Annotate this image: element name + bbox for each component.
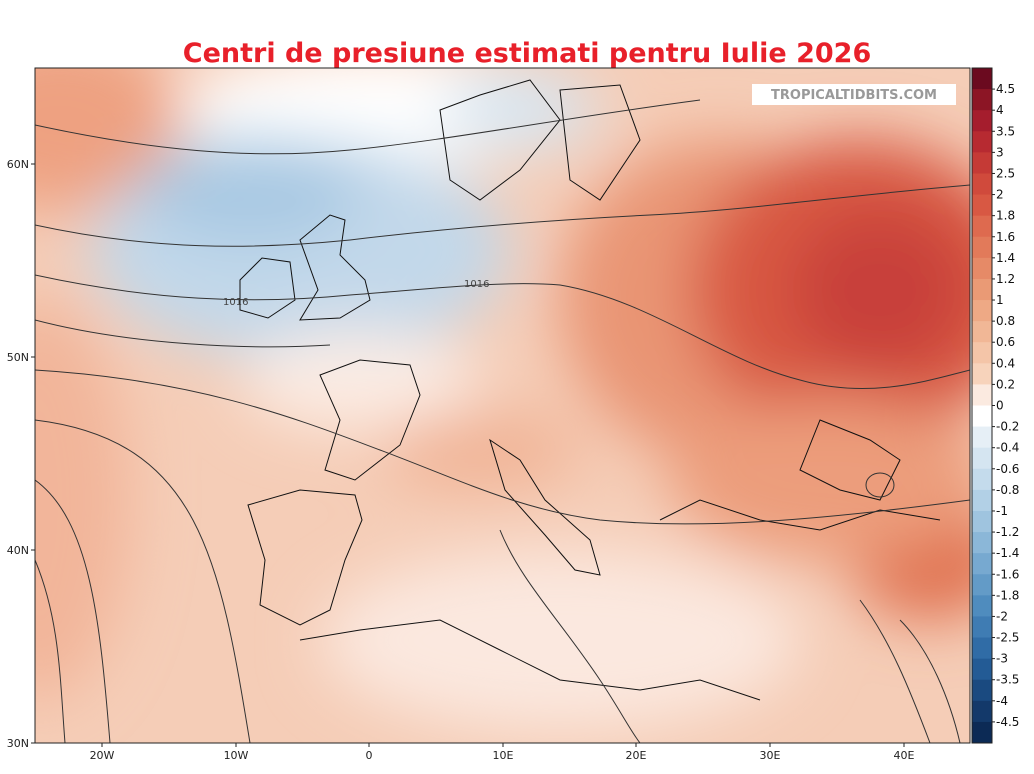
colorbar-label: 4 — [996, 103, 1004, 117]
lon-label: 30E — [760, 749, 781, 762]
colorbar-label: 2 — [996, 188, 1004, 202]
colorbar-cell — [972, 384, 992, 406]
colorbar-label: -0.6 — [996, 462, 1019, 476]
colorbar-cell — [972, 426, 992, 449]
isobars — [35, 99, 970, 743]
colorbar-label: -1 — [996, 504, 1008, 518]
colorbar-cell — [972, 637, 992, 660]
lon-label: 20W — [90, 749, 115, 762]
colorbar-label: 4.5 — [996, 82, 1015, 96]
colorbar-label: 1.8 — [996, 209, 1015, 223]
colorbar-cell — [972, 152, 992, 174]
colorbar-cell — [972, 257, 992, 280]
lon-label: 10E — [493, 749, 514, 762]
lat-label: 40N — [7, 544, 29, 557]
lon-label: 20E — [626, 749, 647, 762]
colorbar-cell — [972, 236, 992, 259]
lon-label: 40E — [894, 749, 915, 762]
lat-label: 30N — [7, 737, 29, 750]
colorbar-label: -1.4 — [996, 546, 1019, 560]
lon-label: 10W — [224, 749, 249, 762]
colorbar-cell — [972, 700, 992, 723]
colorbar-label: 0.8 — [996, 314, 1015, 328]
lon-axis: 20W 10W 0 10E 20E 30E 40E — [90, 743, 915, 762]
colorbar-label: 1.6 — [996, 230, 1015, 244]
colorbar-cell — [972, 89, 992, 111]
colorbar-cell — [972, 574, 992, 596]
colorbar-cell — [972, 510, 992, 533]
colorbar-label: -0.4 — [996, 441, 1019, 455]
colorbar-label: -1.6 — [996, 567, 1019, 581]
colorbar-label: -0.2 — [996, 420, 1019, 434]
map: 1016 1016 TROPICALTIDBITS.COM — [35, 68, 970, 743]
lat-label: 60N — [7, 158, 29, 171]
watermark: TROPICALTIDBITS.COM — [771, 88, 937, 103]
colorbar-cell — [972, 553, 992, 575]
colorbar: 4.5 4 3.5 3 2.5 2 1.8 1.6 1.4 1.2 1 0.8 0.6 0.4 0.2 0 -0… — [971, 67, 1019, 744]
lat-axis: 60N 50N 40N 30N — [7, 158, 35, 750]
colorbar-label: -1.2 — [996, 525, 1019, 539]
colorbar-cell — [972, 658, 992, 681]
colorbar-cell — [972, 721, 992, 744]
title: Centri de presiune estimati pentru Iulie… — [183, 38, 872, 69]
colorbar-cell — [972, 321, 992, 343]
colorbar-cell — [972, 363, 992, 385]
colorbar-cell — [972, 342, 992, 364]
colorbar-cell — [972, 215, 992, 238]
isobar-label: 1016 — [223, 297, 248, 308]
colorbar-cell — [972, 131, 992, 153]
colorbar-cell — [972, 489, 992, 512]
colorbar-cell — [972, 447, 992, 470]
colorbar-label: -4.5 — [996, 715, 1019, 729]
colorbar-cell — [972, 468, 992, 491]
colorbar-label: -3.5 — [996, 673, 1019, 687]
colorbar-cell — [972, 405, 992, 428]
colorbar-label: 1.2 — [996, 272, 1015, 286]
colorbar-cell — [972, 194, 992, 217]
colorbar-label: -0.8 — [996, 483, 1019, 497]
colorbar-label: 3.5 — [996, 124, 1015, 138]
watermark-box — [752, 84, 956, 105]
colorbar-cell — [972, 173, 992, 196]
colorbar-label: 0.4 — [996, 356, 1015, 370]
colorbar-cell — [972, 110, 992, 132]
isobar-label: 1016 — [464, 279, 489, 290]
colorbar-cell — [972, 616, 992, 639]
anomaly-field — [35, 68, 970, 730]
colorbar-label: 0.2 — [996, 377, 1015, 391]
colorbar-label: -2.5 — [996, 631, 1019, 645]
colorbar-label: 2.5 — [996, 166, 1015, 180]
colorbar-label: -3 — [996, 652, 1008, 666]
colorbar-label: 1 — [996, 293, 1004, 307]
colorbar-label: -1.8 — [996, 588, 1019, 602]
colorbar-cell — [972, 679, 992, 702]
colorbar-cell — [972, 68, 992, 90]
colorbar-cell — [972, 278, 992, 301]
colorbar-label: 0 — [996, 399, 1004, 413]
coastlines — [239, 79, 941, 701]
colorbar-label: 3 — [996, 145, 1004, 159]
colorbar-cell — [972, 532, 992, 554]
colorbar-label: 1.4 — [996, 251, 1015, 265]
colorbar-cell — [972, 300, 992, 322]
colorbar-label: -4 — [996, 694, 1008, 708]
colorbar-cell — [972, 595, 992, 617]
lon-label: 0 — [366, 749, 373, 762]
colorbar-label: 0.6 — [996, 335, 1015, 349]
lat-label: 50N — [7, 351, 29, 364]
colorbar-label: -2 — [996, 609, 1008, 623]
